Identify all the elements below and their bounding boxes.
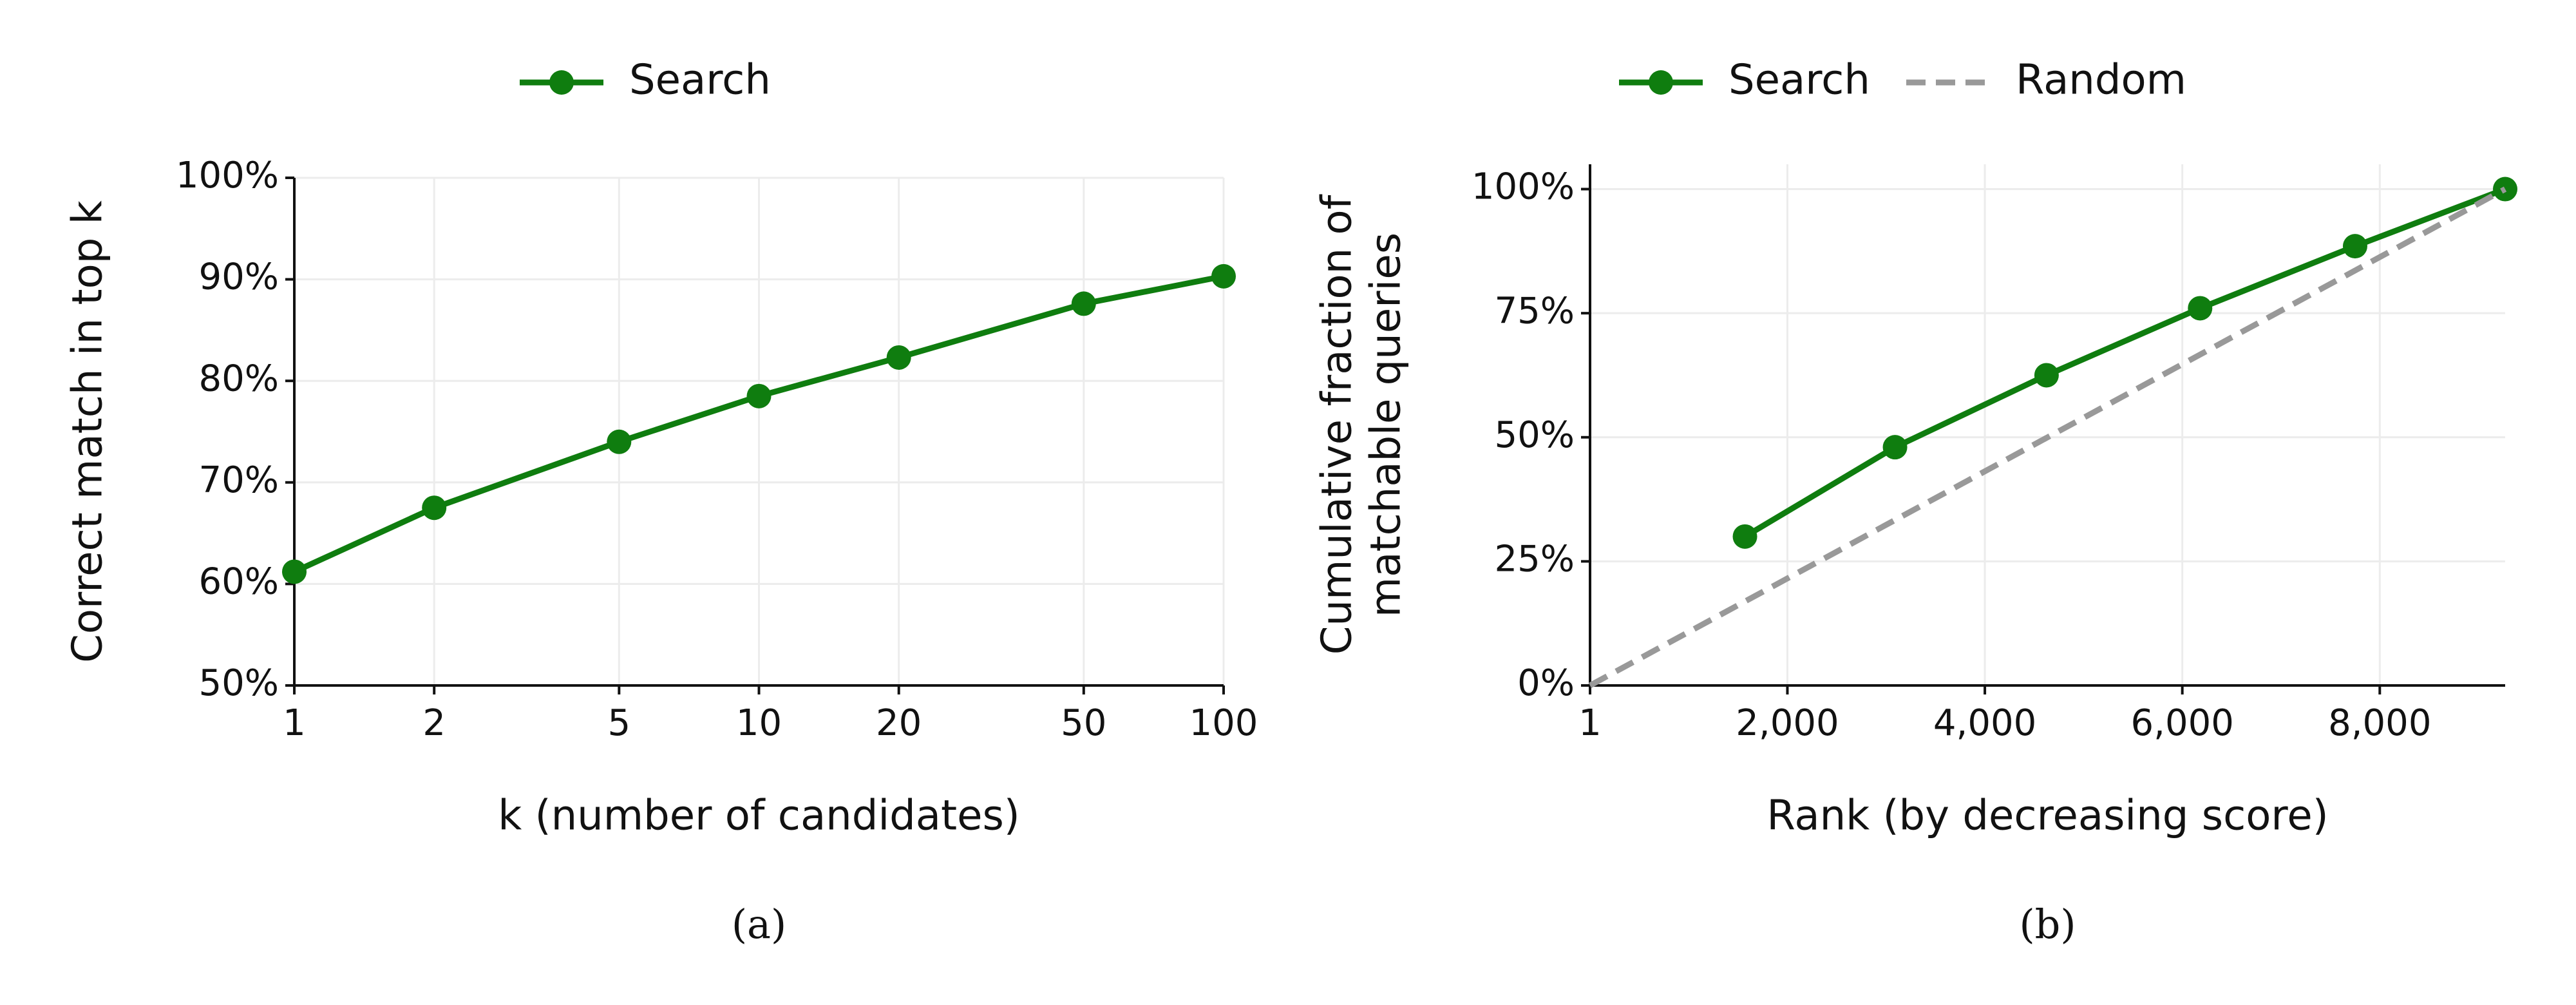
y-tick-label: 90% [199, 256, 279, 298]
legend-marker [1649, 70, 1673, 95]
series-line [1743, 186, 2506, 539]
x-tick-label: 50 [1061, 702, 1106, 744]
data-point [2342, 234, 2367, 259]
data-point [1211, 263, 1236, 289]
x-tick-label: 1 [283, 702, 306, 744]
data-point [1071, 291, 1096, 316]
data-point [746, 383, 772, 408]
x-tick-label: 100 [1189, 702, 1258, 744]
y-axis-label: matchable queries [1363, 233, 1410, 617]
data-point [282, 559, 307, 584]
x-axis-label: k (number of candidates) [498, 792, 1020, 840]
x-tick-label: 8,000 [2328, 702, 2431, 744]
y-tick-label: 50% [199, 662, 279, 704]
y-tick-label: 50% [1495, 414, 1575, 456]
data-point [607, 429, 632, 454]
y-tick-label: 100% [176, 155, 279, 196]
panel-label: (a) [732, 901, 786, 948]
x-tick-label: 10 [736, 702, 782, 744]
data-point [2188, 296, 2213, 321]
x-tick-label: 1 [1578, 702, 1602, 744]
data-point [1732, 524, 1757, 549]
panel-label: (b) [2019, 901, 2076, 948]
series-line [1588, 186, 2507, 688]
x-tick-label: 20 [876, 702, 922, 744]
y-axis-label: Correct match in top k [64, 200, 112, 663]
y-tick-label: 60% [199, 561, 279, 603]
legend-label: Search [629, 57, 771, 104]
x-tick-label: 2,000 [1736, 702, 1839, 744]
x-axis-label: Rank (by decreasing score) [1766, 792, 2328, 840]
x-tick-label: 4,000 [1933, 702, 2036, 744]
y-tick-label: 80% [199, 358, 279, 399]
data-point [1882, 435, 1908, 460]
y-tick-label: 25% [1495, 539, 1575, 580]
legend-label: Search [1728, 57, 1870, 104]
x-tick-label: 6,000 [2131, 702, 2234, 744]
x-tick-label: 5 [607, 702, 630, 744]
y-tick-label: 75% [1495, 290, 1575, 332]
x-tick-label: 2 [422, 702, 446, 744]
data-point [2034, 363, 2059, 388]
y-tick-label: 70% [199, 459, 279, 501]
y-axis-label: Cumulative fraction of [1314, 194, 1361, 655]
data-point [422, 495, 447, 521]
data-point [886, 345, 911, 370]
legend-label: Random [2016, 57, 2186, 104]
legend-marker [549, 70, 574, 95]
y-tick-label: 0% [1517, 662, 1575, 704]
y-tick-label: 100% [1472, 166, 1575, 208]
